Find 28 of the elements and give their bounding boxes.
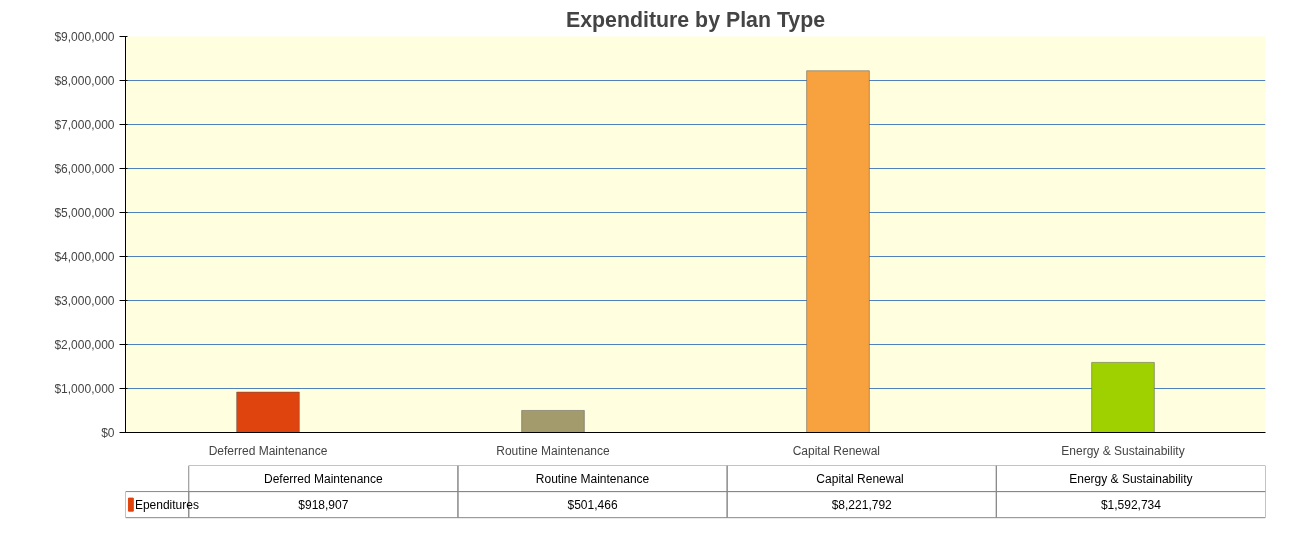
x-tick-label: Deferred Maintenance [208,443,328,458]
data-label: $501,466 [567,497,618,512]
y-tick-label: $2,000,000 [54,337,115,352]
category-label: Routine Maintenance [535,471,650,486]
bar [521,410,585,433]
y-tick-label: $7,000,000 [54,117,115,132]
bar [806,70,870,433]
y-tick-label: $4,000,000 [54,249,115,264]
legend-label: Ependitures [134,497,199,512]
bar [1091,362,1155,433]
x-tick-label: Routine Maintenance [496,443,611,458]
x-tick-label: Energy & Sustainability [1061,443,1185,458]
y-tick-label: $8,000,000 [54,73,115,88]
y-tick-label: $5,000,000 [54,205,115,220]
category-label: Energy & Sustainability [1069,471,1193,486]
data-label: $1,592,734 [1100,497,1162,512]
y-tick-label: $1,000,000 [54,381,115,396]
chart-title: Expenditure by Plan Type [565,7,826,32]
category-label: Deferred Maintenance [263,471,383,486]
data-label: $918,907 [298,497,349,512]
x-tick-label: Capital Renewal [792,443,881,458]
data-label: $8,221,792 [831,497,893,512]
category-label: Capital Renewal [816,471,904,486]
y-tick-label: $9,000,000 [54,29,115,44]
y-tick-label: $3,000,000 [54,293,115,308]
y-tick-label: $0 [101,425,115,440]
bar [236,391,300,433]
y-tick-label: $6,000,000 [54,161,115,176]
